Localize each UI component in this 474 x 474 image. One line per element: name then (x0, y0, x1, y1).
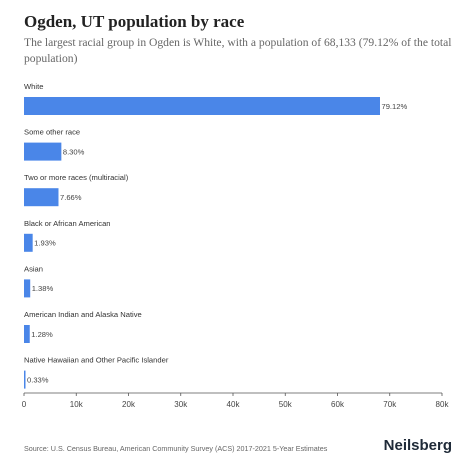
x-tick-label: 30k (174, 400, 188, 409)
data-label: 1.28% (31, 330, 53, 339)
x-tick-label: 80k (436, 400, 450, 409)
bar (24, 325, 30, 343)
x-tick-label: 20k (122, 400, 136, 409)
x-tick-label: 40k (227, 400, 241, 409)
bar (24, 233, 33, 252)
x-tick-label: 10k (70, 400, 84, 409)
x-tick-label: 60k (331, 400, 345, 409)
data-label: 1.93% (34, 239, 56, 248)
data-label: 7.66% (60, 193, 82, 202)
category-label: Native Hawaiian and Other Pacific Island… (24, 356, 169, 365)
data-label: 1.38% (32, 284, 54, 293)
category-label: White (24, 82, 43, 91)
category-label: Some other race (24, 128, 80, 137)
data-label: 79.12% (381, 102, 407, 111)
category-label: American Indian and Alaska Native (24, 310, 142, 319)
brand-logo: Neilsberg (383, 437, 452, 454)
chart-subtitle: The largest racial group in Ogden is Whi… (24, 36, 452, 65)
bar (24, 142, 62, 161)
bar (24, 97, 380, 115)
bar (24, 370, 26, 389)
x-tick-label: 50k (279, 400, 293, 409)
chart-title: Ogden, UT population by race (24, 12, 245, 31)
category-label: Asian (24, 264, 43, 273)
data-label: 0.33% (27, 375, 49, 384)
x-tick-label: 0 (22, 400, 27, 409)
data-label: 8.30% (63, 147, 85, 156)
category-label: Black or African American (24, 219, 111, 228)
bar (24, 279, 31, 298)
category-label: Two or more races (multiracial) (24, 173, 129, 182)
x-tick-label: 70k (383, 400, 397, 409)
source-note: Source: U.S. Census Bureau, American Com… (24, 444, 328, 453)
bar (24, 188, 59, 207)
